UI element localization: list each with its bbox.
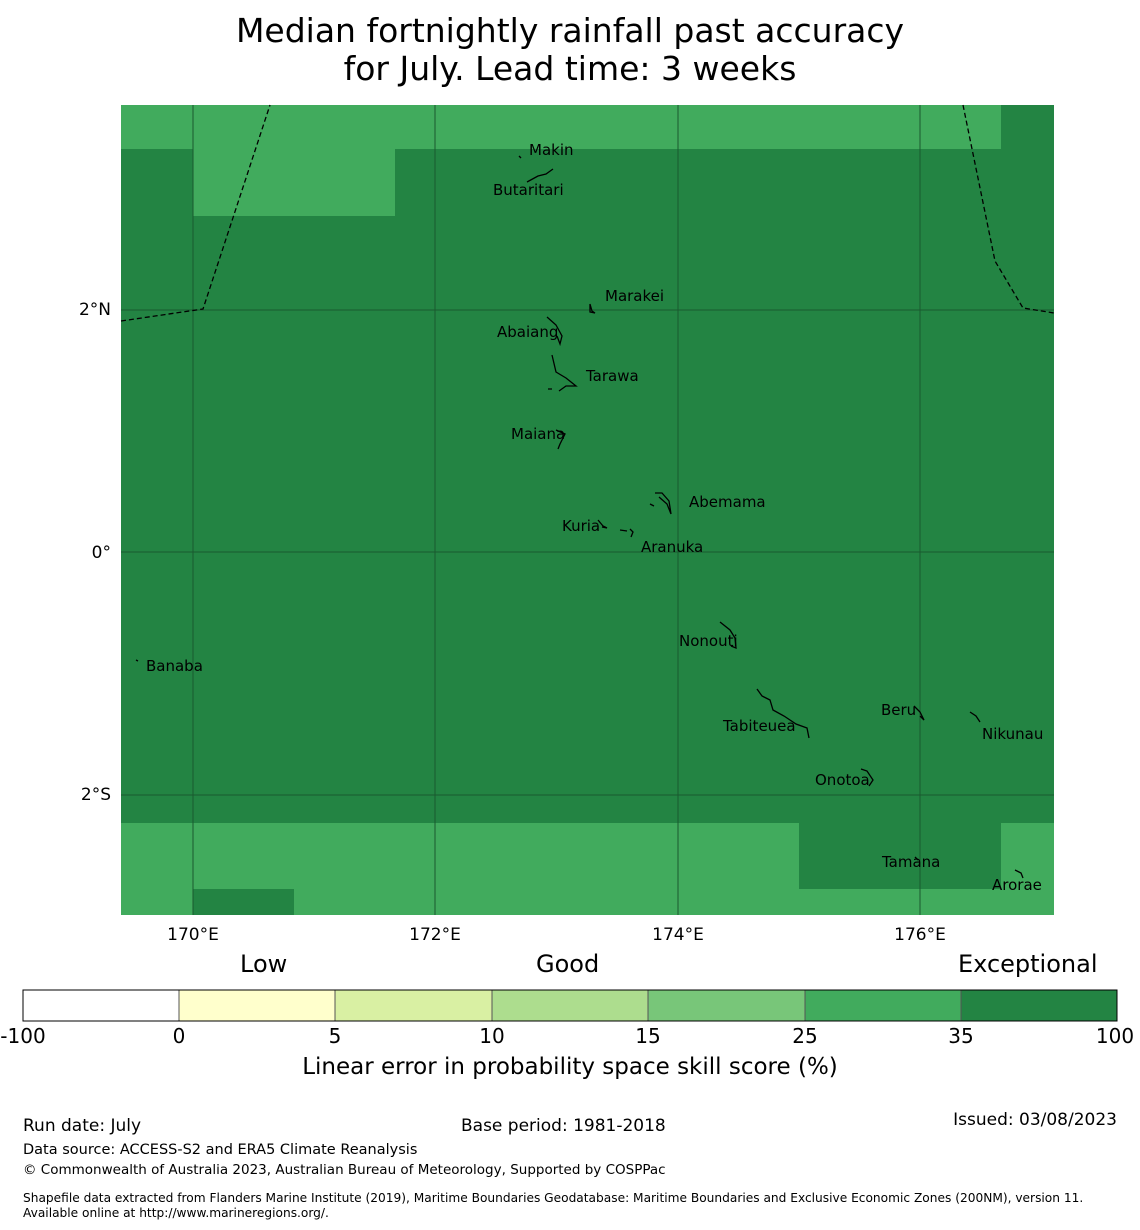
colorbar-frame xyxy=(22,989,1118,1022)
colorbar-tick: 10 xyxy=(479,1024,505,1048)
island-label-aranuka: Aranuka xyxy=(641,538,703,556)
colorbar-tick: 5 xyxy=(328,1024,342,1048)
map-title-line-2: for July. Lead time: 3 weeks xyxy=(343,49,797,88)
colorbar-tick: -100 xyxy=(0,1024,46,1048)
tarawa-outline xyxy=(548,354,578,392)
colorbar-segment-10-15 xyxy=(491,989,649,1022)
abemama-outline xyxy=(649,492,672,515)
lat-label-0: 0° xyxy=(92,543,111,563)
island-label-abaiang: Abaiang xyxy=(497,323,558,341)
lon-label-172e: 172°E xyxy=(409,925,461,945)
aranuka-outline xyxy=(619,528,634,538)
nikunau-outline xyxy=(969,711,981,723)
issued-date: Issued: 03/08/2023 xyxy=(953,1110,1117,1130)
category-label-good: Good xyxy=(536,950,600,978)
map-title-line-1: Median fortnightly rainfall past accurac… xyxy=(235,11,905,50)
island-label-beru: Beru xyxy=(881,701,916,719)
skill-region-southeast xyxy=(1001,823,1054,915)
colorbar-tick: 0 xyxy=(172,1024,186,1048)
colorbar-segment-15-25 xyxy=(647,989,806,1022)
island-label-onotoa: Onotoa xyxy=(815,771,870,789)
island-label-kuria: Kuria xyxy=(562,517,600,535)
colorbar-segment-neg100-0 xyxy=(22,989,180,1022)
colorbar-tick: 15 xyxy=(635,1024,661,1048)
kuria-outline xyxy=(597,519,608,529)
island-label-nonouti: Nonouti xyxy=(679,632,738,650)
island-label-marakei: Marakei xyxy=(605,287,664,305)
graticule xyxy=(121,105,1054,915)
beru-outline xyxy=(913,705,925,721)
colorbar-tick: 35 xyxy=(948,1024,974,1048)
run-date: Run date: July xyxy=(23,1116,142,1136)
island-label-maiana: Maiana xyxy=(511,425,565,443)
island-label-butaritari: Butaritari xyxy=(493,181,564,199)
island-label-arorae: Arorae xyxy=(992,876,1042,894)
colorbar-segment-35-100 xyxy=(960,989,1118,1022)
abaiang-outline xyxy=(546,316,563,347)
lon-label-176e: 176°E xyxy=(894,925,946,945)
lon-label-174e: 174°E xyxy=(652,925,704,945)
eez-boundary-east xyxy=(962,104,1055,314)
eez-boundaries xyxy=(120,104,1055,322)
butaritari-outline xyxy=(526,168,554,183)
island-label-makin: Makin xyxy=(529,141,574,159)
makin-outline xyxy=(518,155,522,159)
island-label-tamana: Tamana xyxy=(881,853,940,871)
data-source: Data source: ACCESS-S2 and ERA5 Climate … xyxy=(23,1142,418,1158)
lon-label-170e: 170°E xyxy=(167,925,219,945)
copyright-notice: © Commonwealth of Australia 2023, Austra… xyxy=(23,1162,666,1178)
banaba-outline xyxy=(135,659,139,662)
onotoa-outline xyxy=(860,768,874,787)
colorbar xyxy=(22,989,1118,1022)
island-label-banaba: Banaba xyxy=(146,657,203,675)
colorbar-tick: 100 xyxy=(1095,1024,1135,1048)
island-label-tarawa: Tarawa xyxy=(585,367,639,385)
skill-region-northwest xyxy=(193,149,395,216)
maiana-outline xyxy=(555,429,566,450)
tamana-outline xyxy=(914,856,919,861)
shapefile-credit: Shapefile data extracted from Flanders M… xyxy=(23,1191,1084,1220)
marakei-outline xyxy=(589,303,596,314)
category-label-exceptional: Exceptional xyxy=(958,950,1098,978)
skill-region-south-patch xyxy=(193,889,294,915)
colorbar-title: Linear error in probability space skill … xyxy=(302,1054,838,1080)
axis-labels: 2°N 0° 2°S 170°E 172°E 174°E 176°E xyxy=(79,300,946,945)
island-labels: Makin Butaritari Marakei Abaiang Tarawa … xyxy=(146,141,1043,894)
tabiteuea-outline xyxy=(756,688,810,739)
base-period: Base period: 1981-2018 xyxy=(461,1116,666,1136)
arorae-outline xyxy=(1014,869,1024,879)
skill-region-layer xyxy=(121,105,1054,915)
map-area xyxy=(121,105,1054,915)
skill-region-south xyxy=(799,889,1001,915)
nonouti-outline xyxy=(719,621,737,650)
colorbar-tick: 25 xyxy=(792,1024,818,1048)
colorbar-segment-5-10 xyxy=(334,989,493,1022)
colorbar-segment-25-35 xyxy=(804,989,962,1022)
island-outlines xyxy=(135,155,1024,879)
colorbar-segment-0-5 xyxy=(178,989,336,1022)
island-label-abemama: Abemama xyxy=(689,493,766,511)
island-label-tabiteuea: Tabiteuea xyxy=(722,717,796,735)
lat-label-2n: 2°N xyxy=(79,300,111,320)
category-label-low: Low xyxy=(240,950,288,978)
eez-boundary-west xyxy=(120,104,271,322)
lat-label-2s: 2°S xyxy=(81,785,111,805)
island-label-nikunau: Nikunau xyxy=(982,725,1043,743)
